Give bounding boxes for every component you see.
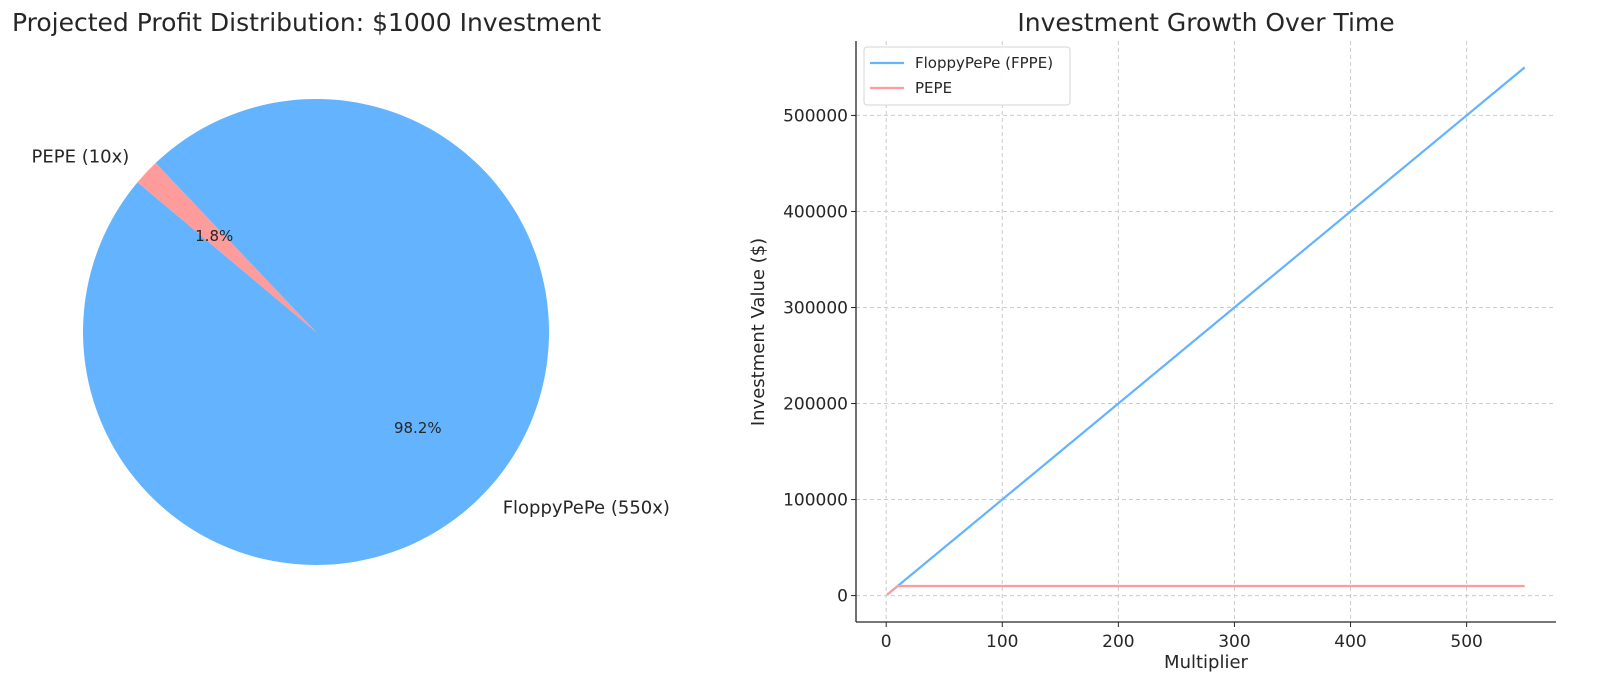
grid-lines: [856, 41, 1556, 622]
legend-box: [863, 46, 1071, 106]
x-tick-label: 500: [1450, 632, 1482, 652]
y-tick-label: 400000: [783, 202, 848, 222]
line-chart-panel: Investment Growth Over Time 0 100 200 300 40…: [748, 8, 1556, 673]
pie-slice-percent-1: 1.8%: [195, 227, 233, 245]
y-tick-label: 300000: [783, 298, 848, 318]
series-line-1: [886, 584, 1525, 596]
x-axis-label: Multiplier: [1164, 652, 1249, 673]
series-line-0: [886, 66, 1526, 596]
pie-labels: FloppyPePe (550x) 98.2% PEPE (10x) 1.8%: [32, 146, 670, 518]
pie-slice-0: [83, 98, 550, 565]
pie-slices: [83, 98, 550, 565]
y-tick-label: 100000: [783, 491, 848, 511]
y-tick-label: 0: [837, 587, 848, 607]
tick-labels: 0 100 200 300 400 500 0 100000 200000 300000 40000…: [783, 106, 1483, 652]
line-chart-title: Investment Growth Over Time: [1017, 8, 1394, 37]
axes: [851, 41, 1556, 627]
y-tick-label: 500000: [783, 106, 848, 126]
pie-slice-label-0: FloppyPePe (550x): [503, 498, 670, 519]
y-axis-label: Investment Value ($): [748, 238, 769, 426]
pie-chart-panel: Projected Profit Distribution: $1000 Inv…: [12, 8, 670, 565]
y-tick-label: 200000: [783, 395, 848, 415]
x-tick-label: 400: [1334, 632, 1366, 652]
pie-slice-percent-0: 98.2%: [394, 419, 442, 437]
x-tick-label: 0: [881, 632, 892, 652]
legend-label-1: PEPE: [915, 79, 952, 97]
series-lines: [886, 66, 1526, 596]
x-tick-label: 300: [1218, 632, 1250, 652]
legend-label-0: FloppyPePe (FPPE): [915, 54, 1053, 72]
pie-chart-title: Projected Profit Distribution: $1000 Inv…: [12, 8, 601, 37]
x-tick-label: 200: [1102, 632, 1134, 652]
pie-slice-label-1: PEPE (10x): [32, 146, 130, 167]
legend: FloppyPePe (FPPE) PEPE: [863, 46, 1071, 106]
x-tick-label: 100: [986, 632, 1018, 652]
pie-slice-1: [137, 163, 316, 332]
